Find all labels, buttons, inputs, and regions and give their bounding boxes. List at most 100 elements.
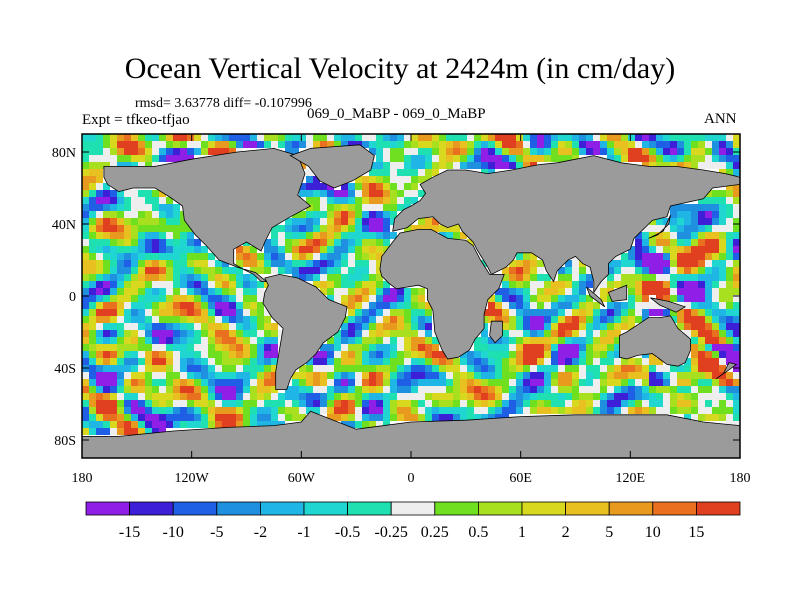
field-cell	[628, 134, 635, 141]
field-cell	[600, 309, 607, 316]
field-cell	[565, 400, 572, 407]
field-cell	[614, 155, 621, 162]
field-cell	[327, 337, 334, 344]
field-cell	[495, 344, 502, 351]
field-cell	[383, 218, 390, 225]
field-cell	[418, 393, 425, 400]
field-cell	[705, 372, 712, 379]
field-cell	[180, 309, 187, 316]
field-cell	[509, 281, 516, 288]
field-cell	[523, 323, 530, 330]
field-cell	[726, 232, 733, 239]
field-cell	[698, 295, 705, 302]
field-cell	[103, 260, 110, 267]
field-cell	[222, 344, 229, 351]
field-cell	[376, 344, 383, 351]
field-cell	[362, 274, 369, 281]
field-cell	[383, 344, 390, 351]
field-cell	[495, 400, 502, 407]
field-cell	[390, 323, 397, 330]
field-cell	[320, 197, 327, 204]
field-cell	[173, 421, 180, 428]
field-cell	[348, 288, 355, 295]
field-cell	[103, 379, 110, 386]
field-cell	[467, 155, 474, 162]
field-cell	[565, 281, 572, 288]
field-cell	[691, 358, 698, 365]
field-cell	[460, 400, 467, 407]
field-cell	[82, 155, 89, 162]
field-cell	[593, 134, 600, 141]
field-cell	[145, 260, 152, 267]
field-cell	[530, 344, 537, 351]
field-cell	[271, 421, 278, 428]
field-cell	[271, 134, 278, 141]
field-cell	[460, 232, 467, 239]
field-cell	[110, 379, 117, 386]
field-cell	[432, 134, 439, 141]
field-cell	[481, 337, 488, 344]
field-cell	[89, 295, 96, 302]
field-cell	[572, 148, 579, 155]
field-cell	[446, 365, 453, 372]
field-cell	[635, 267, 642, 274]
field-cell	[411, 323, 418, 330]
land-polygon	[103, 147, 312, 283]
field-cell	[271, 330, 278, 337]
field-cell	[173, 295, 180, 302]
field-cell	[229, 330, 236, 337]
field-cell	[117, 393, 124, 400]
field-cell	[467, 141, 474, 148]
field-cell	[306, 365, 313, 372]
field-cell	[467, 386, 474, 393]
field-cell	[572, 288, 579, 295]
field-cell	[341, 274, 348, 281]
field-cell	[572, 309, 579, 316]
field-cell	[544, 281, 551, 288]
field-cell	[621, 141, 628, 148]
colorbar-label: -1	[297, 524, 310, 541]
field-cell	[320, 281, 327, 288]
field-cell	[404, 330, 411, 337]
field-cell	[558, 323, 565, 330]
field-cell	[82, 351, 89, 358]
colorbar-label: 0.5	[468, 524, 488, 541]
field-cell	[131, 134, 138, 141]
field-cell	[684, 302, 691, 309]
field-cell	[362, 267, 369, 274]
field-cell	[355, 414, 362, 421]
field-cell	[397, 344, 404, 351]
field-cell	[432, 141, 439, 148]
field-cell	[642, 141, 649, 148]
field-cell	[544, 358, 551, 365]
field-cell	[138, 379, 145, 386]
field-cell	[96, 379, 103, 386]
field-cell	[103, 428, 110, 435]
field-cell	[257, 253, 264, 260]
field-cell	[96, 218, 103, 225]
field-cell	[215, 267, 222, 274]
field-cell	[397, 414, 404, 421]
field-cell	[173, 134, 180, 141]
field-cell	[138, 260, 145, 267]
field-cell	[292, 232, 299, 239]
field-cell	[628, 141, 635, 148]
field-cell	[593, 400, 600, 407]
field-cell	[334, 337, 341, 344]
field-cell	[439, 372, 446, 379]
field-cell	[194, 316, 201, 323]
field-cell	[271, 393, 278, 400]
field-cell	[166, 288, 173, 295]
field-cell	[712, 253, 719, 260]
field-cell	[733, 253, 740, 260]
field-cell	[502, 309, 509, 316]
field-cell	[131, 204, 138, 211]
field-cell	[124, 134, 131, 141]
land-polygon	[289, 144, 375, 189]
field-cell	[719, 155, 726, 162]
field-cell	[327, 232, 334, 239]
field-cell	[362, 176, 369, 183]
field-cell	[320, 204, 327, 211]
field-cell	[579, 309, 586, 316]
field-cell	[586, 134, 593, 141]
